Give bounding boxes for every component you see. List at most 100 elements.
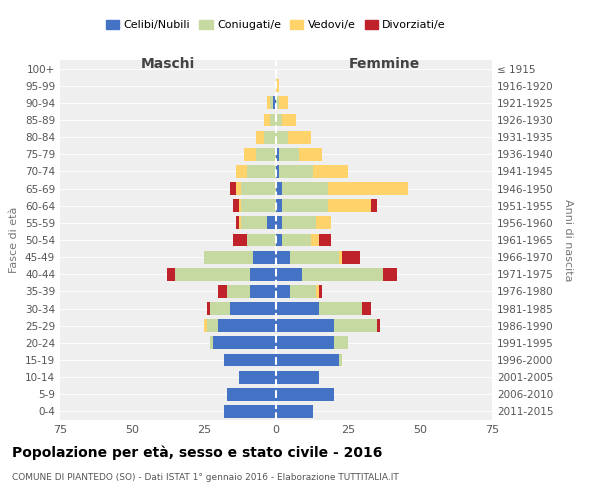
Bar bbox=[233, 200, 239, 212]
Bar bbox=[204, 250, 253, 264]
Bar bbox=[247, 234, 276, 246]
Bar bbox=[276, 405, 313, 418]
Bar bbox=[319, 285, 322, 298]
Bar bbox=[167, 268, 175, 280]
Bar bbox=[212, 336, 276, 349]
Bar bbox=[276, 268, 302, 280]
Bar bbox=[265, 114, 270, 126]
Bar bbox=[316, 216, 331, 230]
Bar bbox=[250, 268, 276, 280]
Bar bbox=[210, 302, 230, 315]
Bar bbox=[290, 250, 340, 264]
Bar bbox=[247, 165, 276, 178]
Bar bbox=[383, 268, 397, 280]
Bar bbox=[328, 200, 371, 212]
Bar bbox=[268, 96, 270, 110]
Bar bbox=[175, 268, 250, 280]
Bar bbox=[256, 130, 265, 143]
Text: COMUNE DI PIANTEDO (SO) - Dati ISTAT 1° gennaio 2016 - Elaborazione TUTTITALIA.I: COMUNE DI PIANTEDO (SO) - Dati ISTAT 1° … bbox=[12, 472, 399, 482]
Bar bbox=[276, 165, 279, 178]
Bar bbox=[279, 96, 287, 110]
Bar bbox=[244, 148, 256, 160]
Bar bbox=[276, 130, 287, 143]
Y-axis label: Anni di nascita: Anni di nascita bbox=[563, 198, 573, 281]
Bar bbox=[334, 320, 377, 332]
Bar bbox=[276, 200, 282, 212]
Bar bbox=[276, 96, 279, 110]
Bar bbox=[302, 268, 383, 280]
Bar bbox=[241, 200, 276, 212]
Bar bbox=[241, 216, 268, 230]
Bar bbox=[239, 370, 276, 384]
Bar bbox=[270, 114, 276, 126]
Text: Maschi: Maschi bbox=[141, 56, 195, 70]
Bar bbox=[233, 234, 247, 246]
Bar bbox=[230, 182, 236, 195]
Bar bbox=[279, 165, 313, 178]
Bar bbox=[311, 234, 319, 246]
Bar bbox=[273, 96, 276, 110]
Text: Femmine: Femmine bbox=[349, 56, 419, 70]
Bar bbox=[236, 216, 239, 230]
Bar bbox=[218, 320, 276, 332]
Bar bbox=[210, 336, 212, 349]
Bar bbox=[276, 148, 279, 160]
Bar bbox=[276, 285, 290, 298]
Bar bbox=[276, 354, 340, 366]
Y-axis label: Fasce di età: Fasce di età bbox=[10, 207, 19, 273]
Bar bbox=[276, 388, 334, 400]
Bar bbox=[276, 114, 282, 126]
Bar bbox=[218, 285, 227, 298]
Legend: Celibi/Nubili, Coniugati/e, Vedovi/e, Divorziati/e: Celibi/Nubili, Coniugati/e, Vedovi/e, Di… bbox=[101, 16, 451, 35]
Bar bbox=[276, 370, 319, 384]
Bar bbox=[362, 302, 371, 315]
Bar bbox=[253, 250, 276, 264]
Bar bbox=[239, 216, 241, 230]
Bar bbox=[282, 216, 316, 230]
Bar bbox=[313, 165, 348, 178]
Bar bbox=[340, 354, 342, 366]
Bar bbox=[268, 216, 276, 230]
Bar bbox=[340, 250, 342, 264]
Bar bbox=[276, 182, 282, 195]
Bar bbox=[236, 165, 247, 178]
Bar bbox=[377, 320, 380, 332]
Bar bbox=[282, 182, 328, 195]
Bar bbox=[371, 200, 377, 212]
Bar bbox=[230, 302, 276, 315]
Bar bbox=[319, 234, 331, 246]
Bar bbox=[250, 285, 276, 298]
Bar bbox=[227, 285, 250, 298]
Bar bbox=[319, 302, 362, 315]
Bar bbox=[276, 320, 334, 332]
Bar bbox=[239, 200, 241, 212]
Bar bbox=[342, 250, 359, 264]
Bar bbox=[299, 148, 322, 160]
Bar bbox=[276, 336, 334, 349]
Bar bbox=[276, 80, 279, 92]
Bar bbox=[316, 285, 319, 298]
Bar bbox=[328, 182, 409, 195]
Bar bbox=[276, 250, 290, 264]
Bar bbox=[276, 302, 319, 315]
Bar bbox=[282, 200, 328, 212]
Text: Popolazione per età, sesso e stato civile - 2016: Popolazione per età, sesso e stato civil… bbox=[12, 445, 382, 460]
Bar bbox=[241, 182, 276, 195]
Bar bbox=[334, 336, 348, 349]
Bar bbox=[227, 388, 276, 400]
Bar bbox=[204, 320, 207, 332]
Bar bbox=[256, 148, 276, 160]
Bar bbox=[265, 130, 276, 143]
Bar bbox=[224, 354, 276, 366]
Bar bbox=[276, 216, 282, 230]
Bar bbox=[270, 96, 273, 110]
Bar bbox=[224, 405, 276, 418]
Bar bbox=[282, 234, 311, 246]
Bar bbox=[236, 182, 241, 195]
Bar bbox=[287, 130, 311, 143]
Bar bbox=[279, 148, 299, 160]
Bar bbox=[207, 302, 210, 315]
Bar bbox=[207, 320, 218, 332]
Bar bbox=[276, 234, 282, 246]
Bar bbox=[290, 285, 316, 298]
